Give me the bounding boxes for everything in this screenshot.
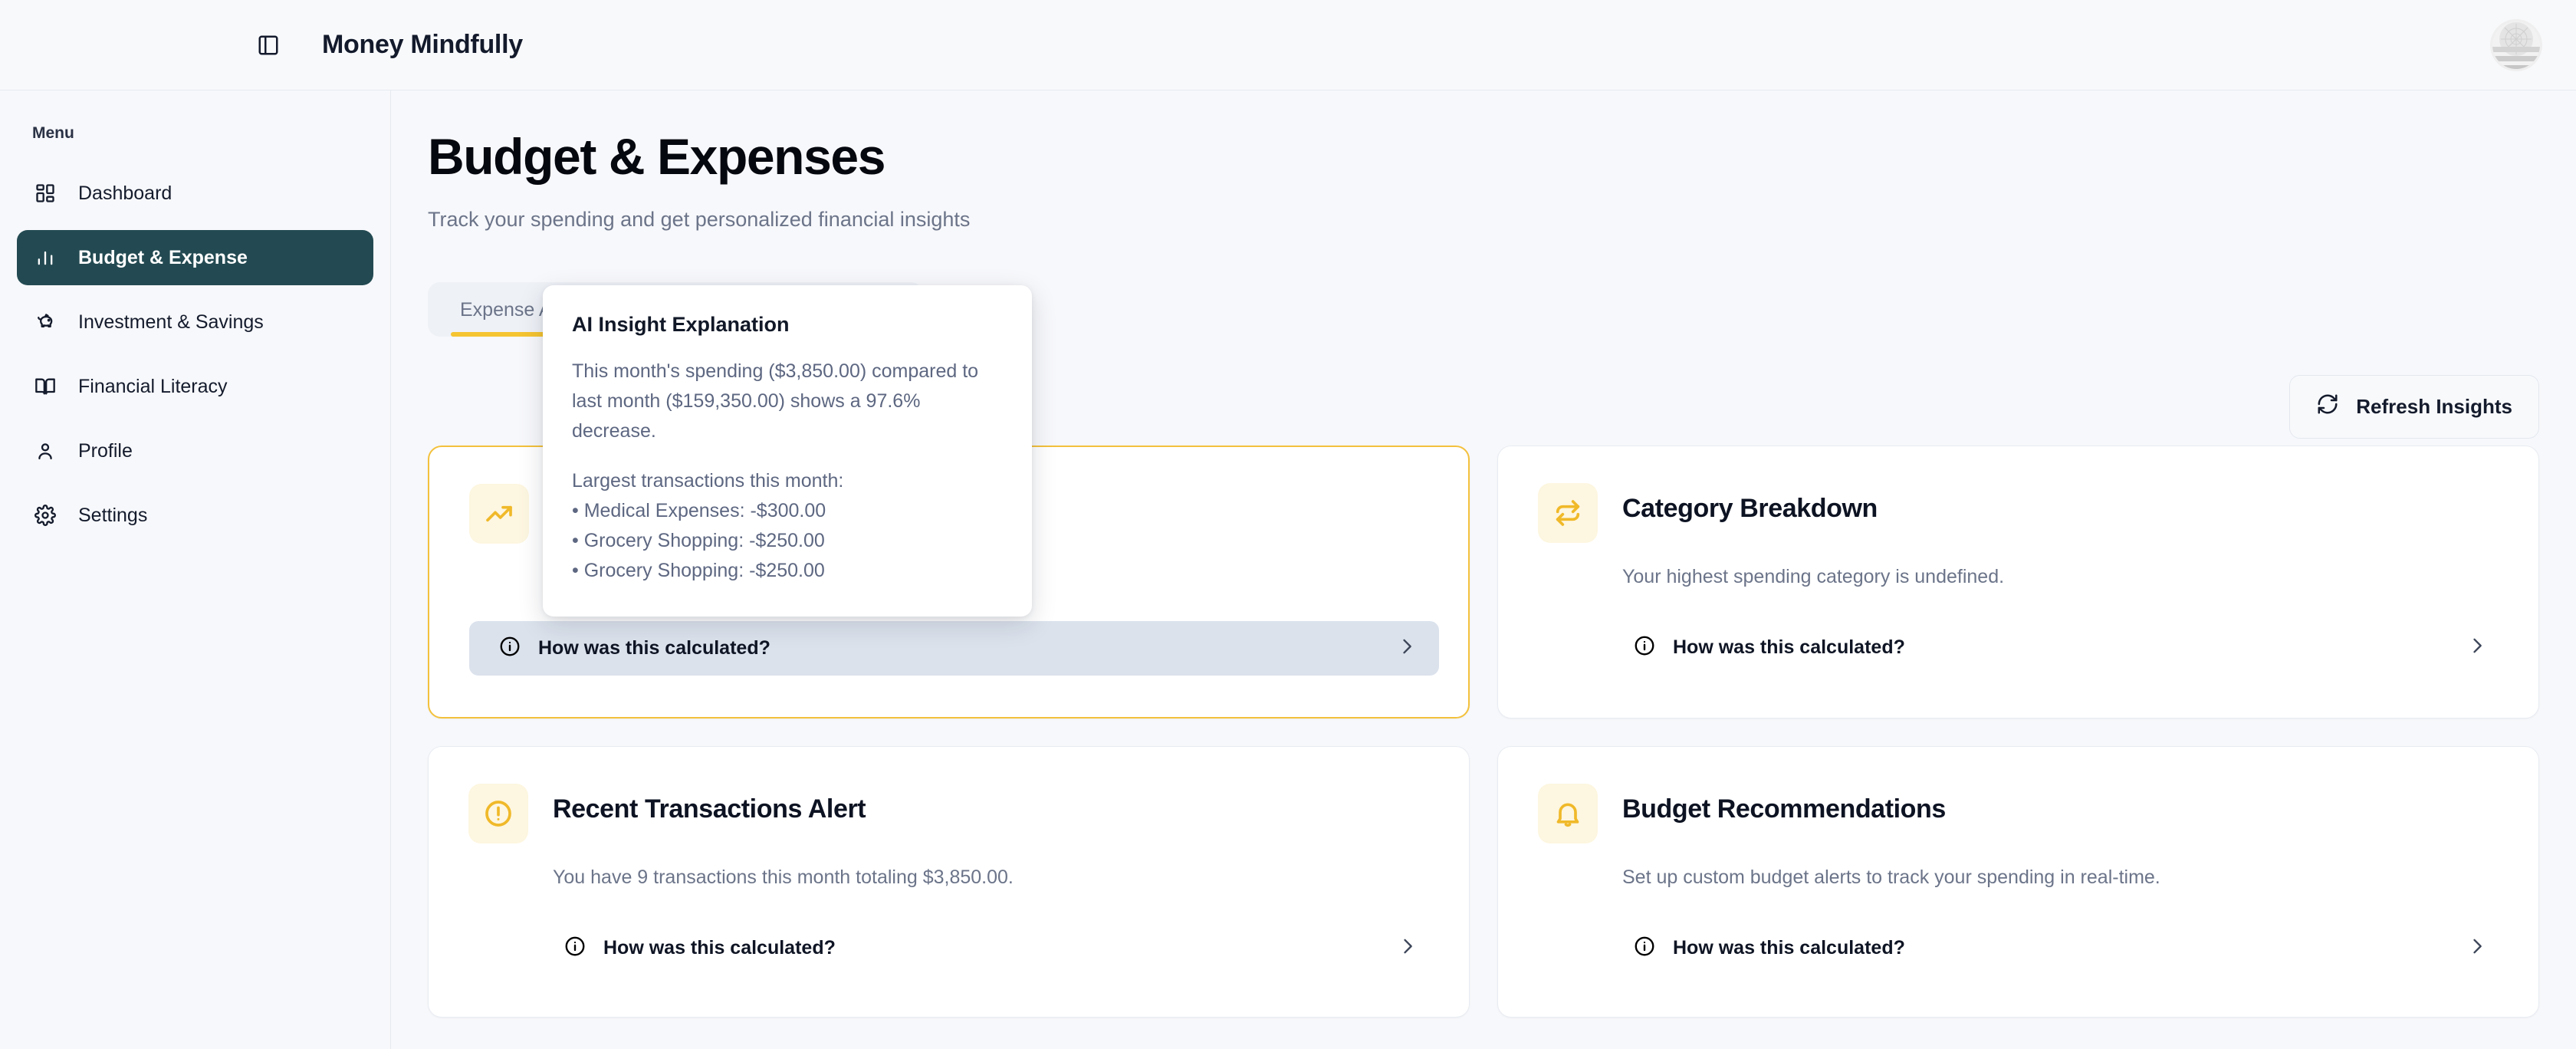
tooltip-list-item: • Grocery Shopping: -$250.00: [572, 560, 825, 581]
sidebar: Menu Dashboard Budget & Expense: [0, 90, 391, 1049]
card-title: Budget Recommendations: [1622, 794, 1946, 824]
calc-left: How was this calculated?: [1633, 935, 1905, 962]
info-icon: [1633, 634, 1656, 661]
tooltip-paragraph: This month's spending ($3,850.00) compar…: [572, 360, 979, 442]
refresh-insights-button[interactable]: Refresh Insights: [2289, 375, 2539, 439]
calc-left: How was this calculated?: [498, 635, 770, 662]
sidebar-item-label: Investment & Savings: [78, 311, 264, 333]
sidebar-item-dashboard[interactable]: Dashboard: [17, 166, 373, 221]
how-was-this-calculated-row[interactable]: How was this calculated?: [469, 621, 1439, 676]
sidebar-item-budget-expense[interactable]: Budget & Expense: [17, 230, 373, 285]
bar-chart-icon: [32, 245, 58, 271]
sidebar-item-financial-literacy[interactable]: Financial Literacy: [17, 359, 373, 414]
chevron-right-icon: [2466, 635, 2488, 660]
chevron-right-icon: [2466, 936, 2488, 961]
sidebar-item-label: Profile: [78, 439, 133, 462]
sidebar-item-label: Budget & Expense: [78, 246, 248, 268]
page-title: Budget & Expenses: [428, 128, 886, 185]
card-title: Recent Transactions Alert: [553, 794, 866, 824]
tooltip-title: AI Insight Explanation: [572, 313, 790, 336]
how-was-this-calculated-row[interactable]: How was this calculated?: [1622, 620, 2509, 675]
page-subtitle: Track your spending and get personalized…: [428, 208, 971, 232]
info-icon: [498, 635, 521, 662]
info-icon: [1633, 935, 1656, 962]
refresh-insights-label: Refresh Insights: [2356, 395, 2512, 419]
piggy-bank-icon: [32, 309, 58, 335]
calc-label: How was this calculated?: [1673, 937, 1905, 959]
bell-icon: [1538, 784, 1598, 844]
card-header: Recent Transactions Alert: [468, 784, 1429, 844]
tooltip-list-item: • Grocery Shopping: -$250.00: [572, 530, 825, 551]
card-description: Your highest spending category is undefi…: [1622, 566, 2005, 588]
gear-icon: [32, 502, 58, 528]
card-description: Set up custom budget alerts to track you…: [1622, 866, 2160, 889]
insight-card-recent-transactions-alert[interactable]: Recent Transactions Alert You have 9 tra…: [428, 746, 1470, 1018]
panel-left-icon[interactable]: [253, 30, 284, 61]
sidebar-item-label: Dashboard: [78, 182, 172, 204]
book-open-icon: [32, 373, 58, 400]
ai-insight-explanation-tooltip: AI Insight Explanation This month's spen…: [543, 285, 1032, 617]
calc-label: How was this calculated?: [538, 637, 770, 659]
insight-card-category-breakdown[interactable]: Category Breakdown Your highest spending…: [1497, 446, 2539, 719]
layout-dashboard-icon: [32, 180, 58, 206]
avatar[interactable]: [2490, 18, 2542, 71]
alert-circle-icon: [468, 784, 528, 844]
how-was-this-calculated-row[interactable]: How was this calculated?: [1622, 921, 2509, 975]
sidebar-section-label: Menu: [32, 124, 74, 142]
card-title: Category Breakdown: [1622, 494, 1878, 524]
info-icon: [564, 935, 586, 962]
tab-underline: [451, 332, 619, 337]
body: Menu Dashboard Budget & Expense: [0, 90, 2576, 1049]
tooltip-body: This month's spending ($3,850.00) compar…: [572, 357, 1003, 586]
calc-label: How was this calculated?: [603, 937, 836, 959]
sidebar-item-settings[interactable]: Settings: [17, 488, 373, 543]
top-bar: Money Mindfully: [0, 0, 2576, 90]
sidebar-item-investment-savings[interactable]: Investment & Savings: [17, 294, 373, 350]
user-icon: [32, 438, 58, 464]
repeat-icon: [1538, 483, 1598, 544]
calc-left: How was this calculated?: [564, 935, 836, 962]
tooltip-list-heading: Largest transactions this month:: [572, 470, 844, 492]
app-title: Money Mindfully: [322, 30, 523, 59]
sidebar-item-profile[interactable]: Profile: [17, 423, 373, 478]
insight-card-budget-recommendations[interactable]: Budget Recommendations Set up custom bud…: [1497, 746, 2539, 1018]
card-header: Budget Recommendations: [1538, 784, 2499, 844]
refresh-cw-icon: [2316, 393, 2339, 421]
calc-label: How was this calculated?: [1673, 636, 1905, 659]
how-was-this-calculated-row[interactable]: How was this calculated?: [553, 921, 1440, 975]
tooltip-spacer: [572, 446, 1003, 466]
chevron-right-icon: [1396, 636, 1418, 661]
chevron-right-icon: [1397, 936, 1418, 961]
sidebar-item-label: Settings: [78, 504, 148, 526]
tooltip-list-item: • Medical Expenses: -$300.00: [572, 500, 826, 521]
sidebar-item-label: Financial Literacy: [78, 375, 228, 397]
card-header: Category Breakdown: [1538, 483, 2499, 544]
insight-cards-grid: Spending Trend Your spending this month …: [428, 446, 2539, 1018]
trending-up-icon: [469, 484, 529, 544]
calc-left: How was this calculated?: [1633, 634, 1905, 661]
card-description: You have 9 transactions this month total…: [553, 866, 1014, 889]
